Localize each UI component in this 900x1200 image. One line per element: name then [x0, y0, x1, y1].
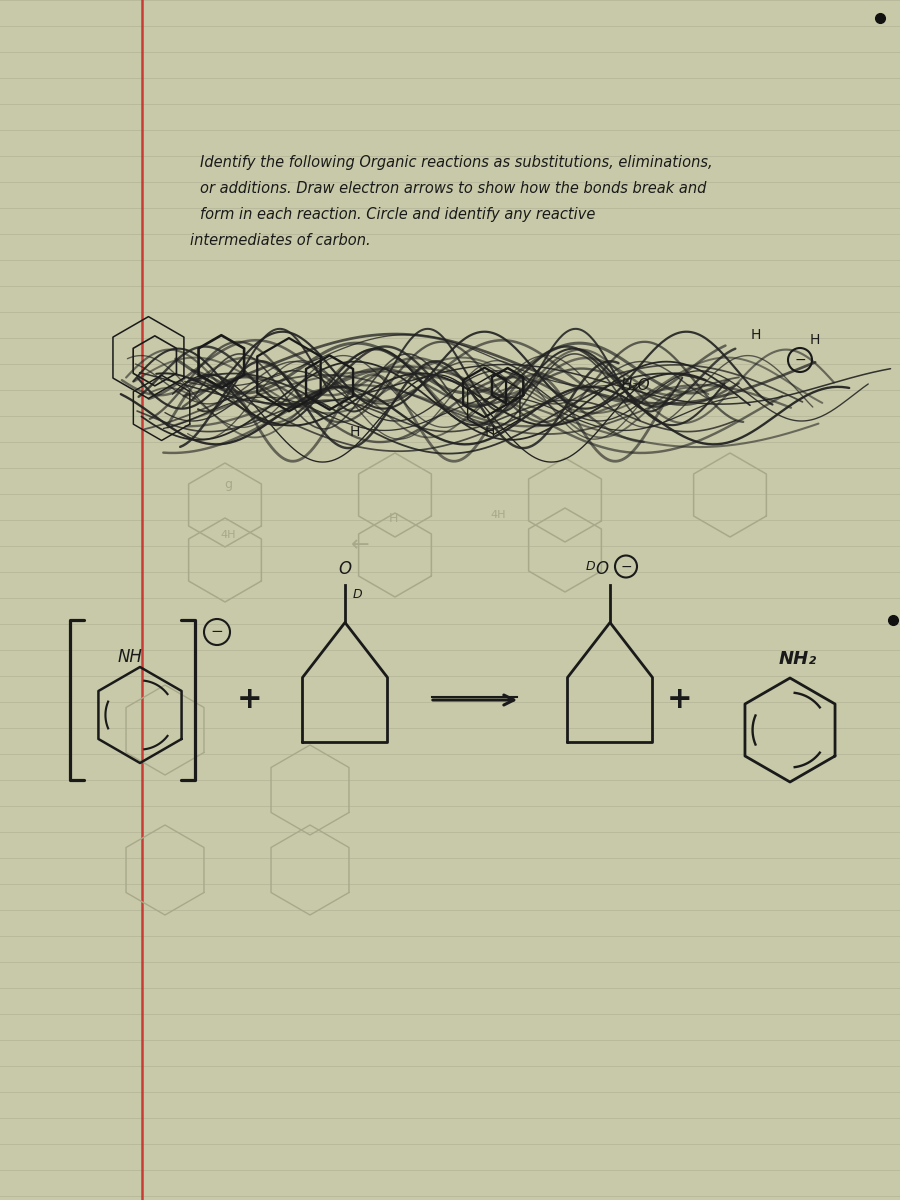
Text: H₂O: H₂O [620, 378, 650, 392]
Text: D: D [353, 588, 363, 601]
Text: −: − [794, 353, 806, 367]
Text: NH: NH [118, 648, 142, 666]
Text: −: − [620, 559, 632, 574]
Text: H: H [485, 425, 495, 439]
Text: ←: ← [351, 535, 369, 554]
Text: g: g [224, 478, 232, 491]
Text: −: − [211, 624, 223, 640]
Text: H: H [810, 332, 820, 347]
Text: O: O [338, 560, 352, 578]
Text: Identify the following Organic reactions as substitutions, eliminations,: Identify the following Organic reactions… [200, 155, 713, 170]
Text: H: H [388, 511, 398, 524]
Text: H: H [751, 328, 761, 342]
Text: D: D [585, 560, 595, 572]
Text: +: + [667, 685, 693, 714]
Text: O: O [596, 560, 608, 578]
Text: NH₂: NH₂ [778, 650, 817, 668]
Text: or additions. Draw electron arrows to show how the bonds break and: or additions. Draw electron arrows to sh… [200, 181, 706, 196]
Text: 4H: 4H [220, 530, 236, 540]
Text: form in each reaction. Circle and identify any reactive: form in each reaction. Circle and identi… [200, 206, 596, 222]
Text: intermediates of carbon.: intermediates of carbon. [190, 233, 371, 248]
Text: H: H [350, 425, 360, 439]
Text: 4H: 4H [491, 510, 506, 520]
Text: +: + [238, 685, 263, 714]
